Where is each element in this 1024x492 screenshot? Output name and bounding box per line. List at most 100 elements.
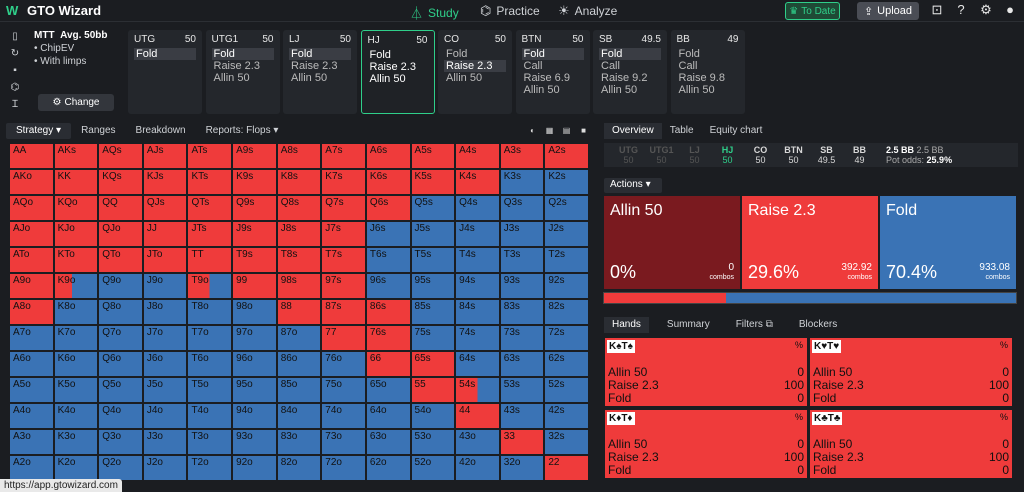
hand-cell[interactable]: 88 [276,299,322,325]
hand-cell[interactable]: T7s [321,247,366,273]
seat-utg1[interactable]: UTG1 50 [645,145,678,165]
hand-cell[interactable]: 63s [499,351,545,377]
seat-hj[interactable]: HJ 50 [711,145,744,165]
hand-cell[interactable]: A9o [9,273,54,299]
hand-cell[interactable]: QTs [187,195,233,221]
refresh-icon[interactable]: ↻ [10,48,20,59]
tab-hands[interactable]: Hands [604,317,649,333]
position-card-btn[interactable]: BTN 50 Fold Call Raise 6.9 Allin 50 [515,30,590,114]
save-icon[interactable]: ▪ [13,65,17,76]
hand-cell[interactable]: 53o [410,429,456,455]
hand-cell[interactable]: JJ [142,221,188,247]
hand-cell[interactable]: T4s [455,247,500,273]
hand-cell[interactable]: 74s [455,325,500,351]
hand-cell[interactable]: A5s [410,143,456,169]
nav-practice[interactable]: ⌬ Practice [480,3,540,19]
hand-cell[interactable]: KTo [53,247,99,273]
action-box-2[interactable]: Fold 70.4% 933.08 combos [880,196,1016,289]
seat-btn[interactable]: BTN 50 [777,145,810,165]
hand-cell[interactable]: 55 [410,377,456,403]
hand-cell[interactable]: T7o [187,325,233,351]
hand-cell[interactable]: T3o [187,429,233,455]
hand-cell[interactable]: 92s [544,273,589,299]
hand-cell[interactable]: QJs [142,195,188,221]
position-card-co[interactable]: CO 50 Fold Raise 2.3 Allin 50 [438,30,512,114]
position-action[interactable]: Allin 50 [678,84,715,96]
hand-cell[interactable]: AJs [142,143,188,169]
hand-cell[interactable]: KJs [142,169,188,195]
hand-cell[interactable]: 87o [276,325,322,351]
hand-cell[interactable]: 52o [410,455,456,481]
hand-cell[interactable]: Q2o [98,455,143,481]
hand-cell[interactable]: 93o [232,429,277,455]
position-action[interactable]: Allin 50 [446,72,483,84]
hand-cell[interactable]: A2o [9,455,54,481]
hand-cell[interactable]: KQs [98,169,143,195]
hand-cell[interactable]: K6o [53,351,99,377]
position-action[interactable]: Raise 9.8 [678,72,725,84]
hand-cell[interactable]: AA [9,143,54,169]
hand-cell[interactable]: Q5o [98,377,143,403]
hand-cell[interactable]: J6s [365,221,411,247]
hand-cell[interactable]: K6s [365,169,411,195]
hand-cell[interactable]: J5s [410,221,456,247]
hand-cell[interactable]: A9s [232,143,277,169]
tab-breakdown[interactable]: Breakdown [126,123,196,139]
hand-cell[interactable]: A6o [9,351,54,377]
grid-icon[interactable]: ▤ [562,126,571,135]
hand-cell[interactable]: 72o [321,455,366,481]
hand-cell[interactable]: 63o [365,429,411,455]
hand-cell[interactable]: 32o [499,455,545,481]
hand-cell[interactable]: J9s [232,221,277,247]
hand-cell[interactable]: J5o [142,377,188,403]
hand-cell[interactable]: 22 [544,455,589,481]
hand-cell[interactable]: QTo [98,247,143,273]
hand-cell[interactable]: 83o [276,429,322,455]
hand-cell[interactable]: 62s [544,351,589,377]
hand-cell[interactable]: 95s [410,273,456,299]
hand-cell[interactable]: K4s [455,169,500,195]
position-action[interactable]: Call [601,60,620,72]
position-card-utg[interactable]: UTG 50 Fold [128,30,202,114]
hand-cell[interactable]: T5o [187,377,233,403]
hand-cell[interactable]: 32s [544,429,589,455]
hand-cell[interactable]: 66 [365,351,411,377]
help-icon[interactable]: ? [957,2,965,17]
hand-cell[interactable]: K5s [410,169,456,195]
position-action[interactable]: Fold [211,48,274,60]
hand-cell[interactable]: 94o [232,403,277,429]
hand-cell[interactable]: K8o [53,299,99,325]
hand-cell[interactable]: 96s [365,273,411,299]
hand-cell[interactable]: J4s [455,221,500,247]
nav-analyze[interactable]: ☀ Analyze [558,3,617,19]
hand-cell[interactable]: 75o [321,377,366,403]
hand-cell[interactable]: T2o [187,455,233,481]
hand-cell[interactable]: A4s [455,143,500,169]
hand-cell[interactable]: QQ [98,195,143,221]
hand-cell[interactable]: K9s [232,169,277,195]
hand-cell[interactable]: 72s [544,325,589,351]
hand-cell[interactable]: T2s [544,247,589,273]
position-action[interactable]: Fold [521,48,584,60]
hand-detail-cell[interactable]: K♥T♥% Allin 50 0 Raise 2.3 100 Fold 0 [809,337,1013,407]
hand-cell[interactable]: KTs [187,169,233,195]
tab-blockers[interactable]: Blockers [791,317,845,333]
to-date-button[interactable]: ♛ To Date [785,2,840,20]
hand-cell[interactable]: A4o [9,403,54,429]
hand-cell[interactable]: 53s [499,377,545,403]
gear-icon[interactable]: ⚙ [980,2,992,17]
hand-cell[interactable]: AQs [98,143,143,169]
hand-cell[interactable]: 87s [321,299,366,325]
hand-cell[interactable]: Q6s [365,195,411,221]
hand-cell[interactable]: J3o [142,429,188,455]
hand-cell[interactable]: Q7s [321,195,366,221]
avatar-icon[interactable]: ● [1006,2,1014,17]
hand-cell[interactable]: KQo [53,195,99,221]
hand-cell[interactable]: A3o [9,429,54,455]
position-action[interactable]: Fold [369,49,391,61]
hand-cell[interactable]: A8s [276,143,322,169]
position-action[interactable]: Raise 2.3 [369,61,416,73]
hand-cell[interactable]: Q4s [455,195,500,221]
hand-cell[interactable]: K7o [53,325,99,351]
hand-cell[interactable]: J6o [142,351,188,377]
